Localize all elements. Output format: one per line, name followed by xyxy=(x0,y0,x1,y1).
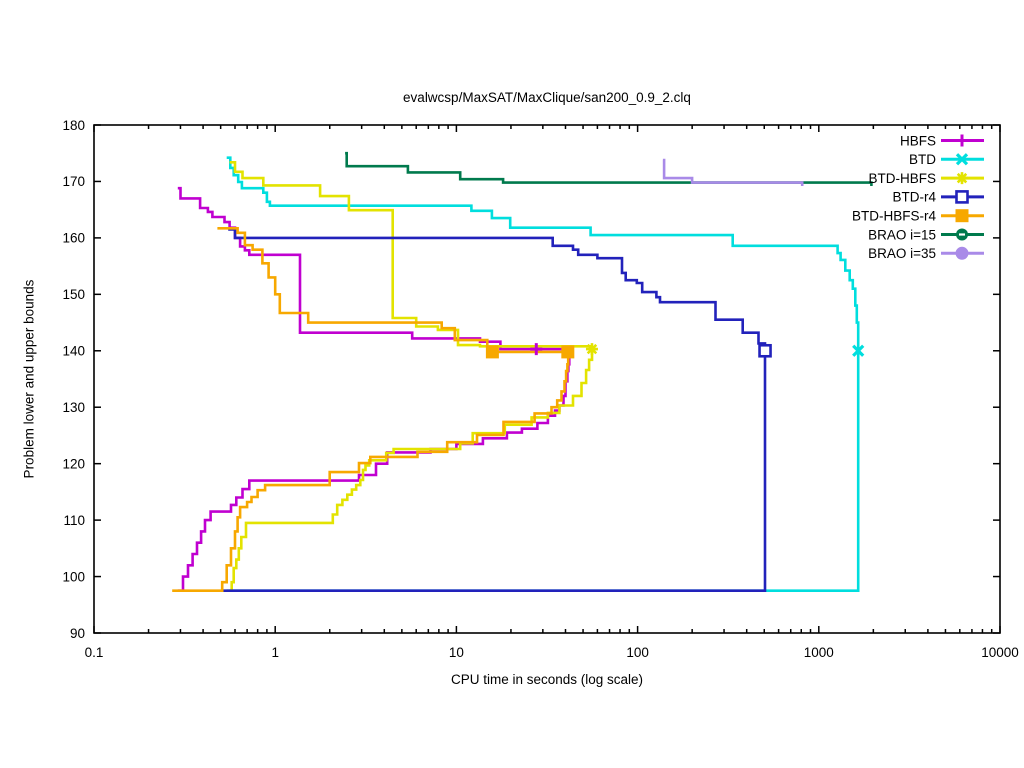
tick-labels: 0.1 1 10 100 1000 100009010011012013014015016… xyxy=(62,118,1018,660)
square-filled-marker xyxy=(561,345,575,359)
x-tick-label: 10000 xyxy=(981,645,1019,660)
legend-label: BTD-HBFS-r4 xyxy=(852,209,936,224)
series-btd-hbfs-r4 xyxy=(172,227,570,592)
y-tick-label: 110 xyxy=(63,513,85,528)
square-open-marker xyxy=(955,190,969,204)
square-filled-marker xyxy=(485,345,499,359)
cross-marker xyxy=(852,344,865,357)
circle-marker xyxy=(955,246,969,260)
legend-item-hbfs: HBFS xyxy=(900,133,984,148)
series-btd-r4 xyxy=(222,228,767,592)
upper-bound-line xyxy=(662,158,804,186)
upper-bound-line xyxy=(229,161,592,348)
y-tick-label: 100 xyxy=(62,569,85,584)
square-open-marker xyxy=(758,343,772,358)
lower-bound-line xyxy=(229,349,594,592)
y-tick-label: 170 xyxy=(62,174,85,189)
legend-item-btd: BTD xyxy=(909,152,984,167)
legend-label: BRAO i=35 xyxy=(868,246,936,261)
series-brao-i-35 xyxy=(662,158,804,186)
y-tick-label: 180 xyxy=(62,118,85,133)
legend-item-brao-i-35: BRAO i=35 xyxy=(868,246,984,261)
y-tick-label: 150 xyxy=(62,287,85,302)
upper-bound-line xyxy=(177,186,570,351)
x-tick-label: 10 xyxy=(449,645,464,660)
plot-border xyxy=(93,124,1001,634)
upper-bound-line xyxy=(228,228,767,351)
legend-label: BTD-r4 xyxy=(893,190,937,205)
lower-bound-line xyxy=(222,350,767,592)
legend-item-btd-r4: BTD-r4 xyxy=(893,190,984,205)
y-axis-label: Problem lower and upper bounds xyxy=(21,279,37,479)
plus-marker xyxy=(530,343,543,356)
cross-marker xyxy=(955,153,969,166)
lower-bound-line xyxy=(177,349,571,592)
x-axis-label: CPU time in seconds (log scale) xyxy=(450,672,644,687)
x-tick-label: 1000 xyxy=(804,645,834,660)
x-tick-label: 1 xyxy=(271,645,279,660)
lower-bound-line xyxy=(226,350,860,592)
upper-bound-line xyxy=(217,227,569,354)
legend-item-btd-hbfs: BTD-HBFS xyxy=(869,171,984,186)
series-brao-i-15 xyxy=(345,151,873,186)
y-tick-label: 140 xyxy=(62,344,85,359)
legend-item-btd-hbfs-r4: BTD-HBFS-r4 xyxy=(852,209,984,224)
star-marker xyxy=(585,343,598,356)
y-tick-label: 120 xyxy=(62,456,85,471)
x-tick-label: 0.1 xyxy=(85,645,104,660)
circle-dash-marker xyxy=(956,228,968,241)
x-tick-label: 100 xyxy=(626,645,649,660)
legend-label: BTD-HBFS xyxy=(869,171,937,186)
legend-label: BTD xyxy=(909,152,936,167)
upper-bound-line xyxy=(226,156,860,351)
star-marker xyxy=(956,172,968,185)
chart-title: evalwcsp/MaxSAT/MaxClique/san200_0.9_2.c… xyxy=(403,90,691,105)
plus-marker xyxy=(956,134,968,147)
y-tick-label: 90 xyxy=(70,626,85,641)
y-tick-label: 130 xyxy=(62,400,85,415)
legend: HBFS BTD BTD-HBFS BTD-r4 BTD-HBFS-r4 BRAO i=1… xyxy=(852,133,984,261)
lower-bound-line xyxy=(172,351,570,592)
legend-label: HBFS xyxy=(900,133,936,148)
legend-label: BRAO i=15 xyxy=(868,227,936,242)
series-btd xyxy=(226,156,860,592)
upper-bound-line xyxy=(345,151,873,186)
y-tick-label: 160 xyxy=(62,231,85,246)
legend-item-brao-i-15: BRAO i=15 xyxy=(868,227,984,242)
series-btd-hbfs xyxy=(229,161,594,592)
square-filled-marker xyxy=(955,209,969,223)
